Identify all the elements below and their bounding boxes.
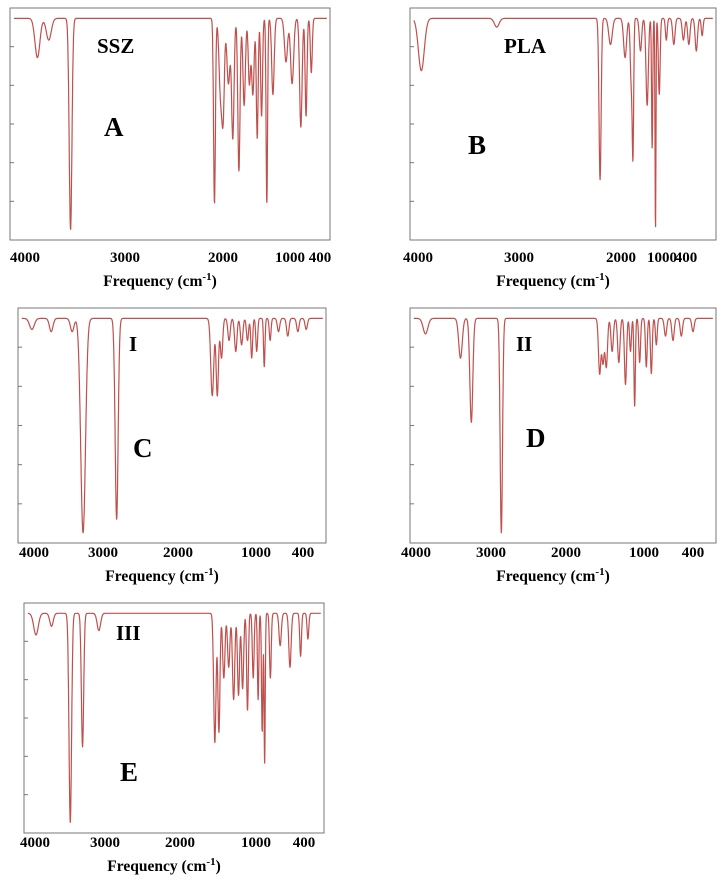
x-tick-label: 3000 [90,835,120,851]
x-axis-label: Frequency (cm-1) [496,271,610,291]
x-tick-label: 4000 [20,835,50,851]
x-axis-label-exponent: -1 [206,856,216,868]
panel-letter: B [468,130,487,160]
x-axis-label-exponent: -1 [595,271,605,283]
chart-panel-c: 4000 3000 2000 1000 400 Frequency (cm-1) I C [0,300,340,595]
x-tick-label: 2000 [606,250,636,266]
panel-letter: D [526,423,546,453]
plot-frame [9,7,331,241]
chart-title: SSZ [97,34,135,58]
x-axis-label-close: ) [211,273,217,291]
x-tick-label: 400 [308,250,332,266]
chart-plot-b [409,7,717,241]
x-tick-label: 3000 [110,250,140,266]
x-axis-label-text: Frequency (cm [496,568,596,586]
plot-frame [409,7,717,241]
spectrum-trace [21,317,324,534]
x-tick-label: 2000 [208,250,238,266]
spectrum-trace [413,317,714,534]
spectrum-trace [413,17,714,228]
x-axis-label-close: ) [213,568,219,586]
x-tick-label: 400 [292,835,316,851]
x-tick-label: 1000 [241,835,271,851]
x-axis-label-text: Frequency (cm [496,273,596,291]
x-tick-label: 2000 [165,835,195,851]
x-tick-label: 3000 [88,545,118,561]
x-tick-label: 1000 [241,545,271,561]
chart-panel-b: 4000 3000 2000 1000 400 Frequency (cm-1) PLA B [394,0,724,300]
x-tick-label: 3000 [504,250,534,266]
x-tick-label: 1000 [275,250,305,266]
x-axis-label: Frequency (cm-1) [103,271,217,291]
x-axis-label-close: ) [215,858,221,876]
x-axis-label-exponent: -1 [595,566,605,578]
chart-panel-e: 4000 3000 2000 1000 400 Frequency (cm-1) III E [0,595,340,890]
x-tick-label: 3000 [476,545,506,561]
x-tick-label: 1000 [647,250,677,266]
x-axis-label: Frequency (cm-1) [496,566,610,586]
chart-title: I [129,332,138,356]
chart-plot-e [23,602,325,834]
x-tick-label: 4000 [19,545,49,561]
x-tick-label: 1000 [629,545,659,561]
plot-frame [409,307,717,544]
x-tick-label: 4000 [403,250,433,266]
x-tick-label: 4000 [10,250,40,266]
x-axis-label-exponent: -1 [204,566,214,578]
chart-plot-c [17,307,327,544]
x-axis-label-text: Frequency (cm [105,568,205,586]
x-axis-label: Frequency (cm-1) [107,856,221,876]
x-tick-label: 2000 [551,545,581,561]
chart-title: II [516,332,533,356]
chart-plot-d [409,307,717,544]
x-axis-label-text: Frequency (cm [107,858,207,876]
panel-letter: C [133,433,153,463]
panel-letter: A [104,112,124,142]
chart-plot-a [9,7,331,241]
plot-frame [17,307,327,544]
x-tick-label: 400 [681,545,705,561]
spectrum-trace [27,612,322,823]
spectrum-trace [13,17,328,230]
x-axis-label-close: ) [604,568,610,586]
x-axis-label: Frequency (cm-1) [105,566,219,586]
x-tick-label: 2000 [163,545,193,561]
x-tick-label: 4000 [401,545,431,561]
x-axis-label-exponent: -1 [202,271,212,283]
x-tick-label: 400 [674,250,698,266]
chart-panel-d: 4000 3000 2000 1000 400 Frequency (cm-1) II D [394,300,724,595]
chart-title: III [116,621,141,645]
x-tick-label: 400 [291,545,315,561]
chart-panel-a: 4000 3000 2000 1000 400 Frequency (cm-1) SSZ A [0,0,340,300]
x-axis-label-close: ) [604,273,610,291]
panel-letter: E [120,757,139,787]
x-axis-label-text: Frequency (cm [103,273,203,291]
chart-title: PLA [504,34,546,58]
